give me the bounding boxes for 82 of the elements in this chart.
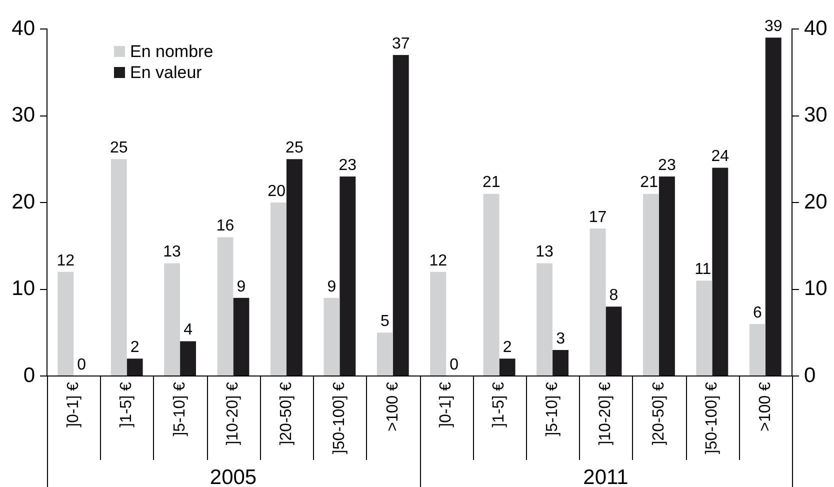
x-tick-label: ]1-5] € [490,382,508,428]
data-label: 0 [450,356,459,374]
data-label: 9 [327,278,336,296]
x-tick-label: ]20-50] € [650,382,668,446]
y2-tick-label: 0 [804,364,816,387]
bar [712,168,728,376]
data-label: 25 [110,140,128,157]
data-label: 23 [338,156,357,174]
bar [376,332,393,376]
x-tick-label: ]20-50] € [278,382,295,446]
data-label: 2 [130,339,140,356]
data-label: 9 [236,278,246,296]
bar [180,341,196,376]
data-label: 13 [163,244,182,261]
data-label: 12 [56,252,75,270]
x-tick-label: ]50-100] € [704,382,721,454]
data-label: 25 [286,140,304,157]
bar [392,55,409,376]
data-label: 17 [588,208,607,226]
bar [430,272,446,376]
x-tick-label: ]50-100] € [331,382,348,454]
y-tick-label: 10 [12,277,35,300]
data-label: 16 [216,218,234,235]
y-tick-label: 40 [12,16,35,40]
data-label: 12 [429,252,448,270]
y2-tick-label: 40 [804,16,828,40]
x-tick-label: ]5-10] € [171,382,188,436]
y-tick-label: 0 [23,364,35,387]
x-tick-label: >100 € [756,382,774,432]
bar [58,272,74,376]
data-label: 21 [640,174,658,192]
bar [696,280,712,376]
bar [590,228,606,376]
bar [643,194,659,376]
bar [552,350,568,376]
bar [270,202,286,376]
x-tick-label: ]1-5] € [118,382,136,428]
data-label: 23 [658,156,676,174]
data-label: 8 [609,287,618,304]
bar [340,176,356,376]
data-label: 0 [77,356,86,374]
x-tick-label: ]10-20] € [224,382,242,446]
text: 2005 [210,466,257,487]
legend-label: En valeur [130,63,202,82]
data-label: 5 [380,313,390,330]
bar [217,237,234,376]
y-tick-label: 20 [12,190,35,214]
x-tick-label: >100 € [384,382,402,432]
legend-label: En nombre [130,42,214,62]
data-label: 20 [268,182,286,200]
bar [765,38,782,376]
data-label: 6 [752,304,762,322]
bar [499,358,516,376]
y-tick-label: 30 [12,104,35,127]
bar [164,263,180,376]
data-label: 4 [184,322,193,339]
x-tick-label: ]5-10] € [544,382,561,436]
y2-tick-label: 20 [804,190,828,214]
data-label: 13 [536,244,554,261]
y2-tick-label: 10 [804,277,828,300]
bar [749,324,766,376]
text: 2011 [583,466,628,487]
data-label: 11 [694,260,712,278]
data-label: 3 [556,330,566,348]
data-label: 39 [764,18,782,36]
bar [110,159,127,376]
bar [606,306,622,376]
x-tick-label: ]0-1] € [438,382,455,428]
bar [324,298,340,376]
bar [658,176,675,376]
data-label: 37 [392,35,410,52]
data-label: 24 [711,148,730,166]
x-tick-label: ]10-20] € [597,382,614,446]
bar [286,159,302,376]
bar [483,194,500,376]
data-label: 2 [502,339,512,356]
bar [233,298,250,376]
x-tick-label: ]0-1] € [65,382,82,428]
data-label: 21 [482,174,500,192]
y2-tick-label: 30 [804,104,828,127]
bar [536,263,553,376]
bar [126,358,143,376]
